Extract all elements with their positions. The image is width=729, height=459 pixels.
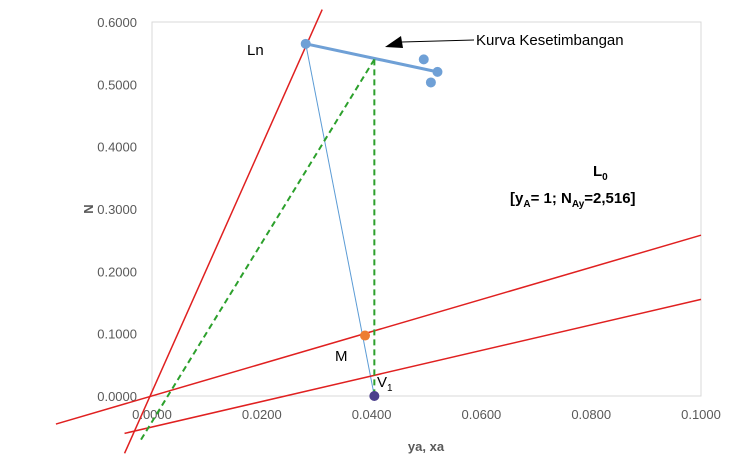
label-l0-base: L xyxy=(593,163,602,180)
equilibrium-point xyxy=(300,38,311,49)
label-v1: V1 xyxy=(377,374,393,394)
cond-sub-a: A xyxy=(523,199,530,210)
point-v1 xyxy=(369,391,380,401)
y-tick-label: 0.0000 xyxy=(97,389,137,404)
x-tick-label: 0.0000 xyxy=(132,407,172,422)
label-v1-base: V xyxy=(377,374,387,391)
y-tick-label: 0.6000 xyxy=(97,15,137,30)
label-v1-sub: 1 xyxy=(387,383,393,394)
x-tick-label: 0.0400 xyxy=(352,407,392,422)
y-tick-label: 0.3000 xyxy=(97,202,137,217)
x-axis-title: ya, xa xyxy=(408,439,445,454)
label-l0-sub: 0 xyxy=(602,172,608,183)
label-l0: L0 xyxy=(593,163,608,183)
label-curve: Kurva Kesetimbangan xyxy=(476,32,624,49)
x-tick-label: 0.1000 xyxy=(681,407,721,422)
y-tick-label: 0.4000 xyxy=(97,140,137,155)
construction-line xyxy=(140,58,376,441)
operating-line xyxy=(123,9,323,454)
operating-line xyxy=(55,234,702,425)
cond-sub-ay: Ay xyxy=(572,199,585,210)
x-tick-label: 0.0200 xyxy=(242,407,282,422)
operating-line xyxy=(124,298,702,435)
cond-close: =2,516] xyxy=(584,190,635,207)
equilibrium-point xyxy=(418,54,429,65)
label-ln: Ln xyxy=(247,42,264,59)
mix-point-m xyxy=(360,330,371,341)
series-layer xyxy=(55,9,702,454)
label-m: M xyxy=(335,348,348,365)
equilibrium-point xyxy=(425,77,436,88)
x-tick-label: 0.0600 xyxy=(462,407,502,422)
equilibrium-curve xyxy=(305,42,438,74)
tie-line xyxy=(305,43,375,397)
axis-ticks: 0.0000 0.0200 0.0400 0.0600 0.0800 0.1000 0.00… xyxy=(97,15,721,422)
label-condition: [yA= 1; NAy=2,516] xyxy=(510,190,636,210)
equilibrium-point xyxy=(432,66,443,77)
cond-open: [y xyxy=(510,190,524,207)
cond-mid: = 1; N xyxy=(531,190,572,207)
curve-label-leader xyxy=(401,39,475,43)
y-axis-title: N xyxy=(81,204,96,213)
y-tick-label: 0.2000 xyxy=(97,264,137,279)
y-tick-label: 0.1000 xyxy=(97,327,137,342)
curve-label-arrowhead xyxy=(385,36,403,48)
y-tick-label: 0.5000 xyxy=(97,77,137,92)
plot-area xyxy=(151,21,702,397)
x-tick-label: 0.0800 xyxy=(571,407,611,422)
points-layer xyxy=(300,38,443,401)
